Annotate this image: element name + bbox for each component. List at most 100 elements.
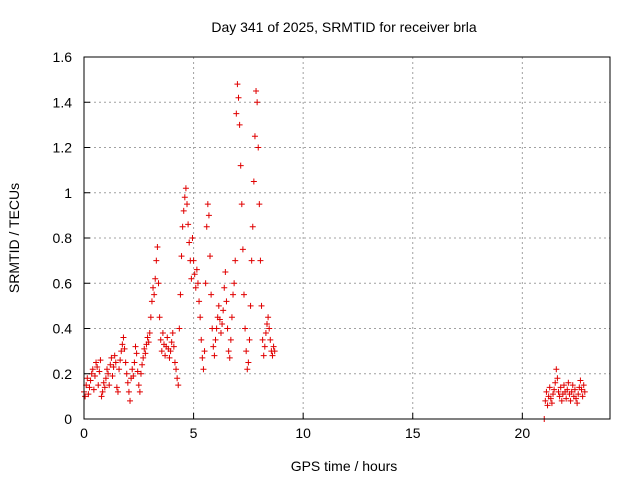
data-point xyxy=(228,314,235,321)
data-point xyxy=(230,291,237,298)
data-point xyxy=(213,325,220,332)
data-point xyxy=(142,350,149,357)
data-point xyxy=(148,298,155,305)
data-point xyxy=(251,133,258,140)
data-point xyxy=(567,397,574,404)
data-point xyxy=(151,291,158,298)
data-point xyxy=(184,201,191,208)
data-point xyxy=(111,352,118,359)
data-point xyxy=(154,244,161,251)
data-point xyxy=(198,336,205,343)
data-point xyxy=(130,373,137,380)
data-point xyxy=(192,284,199,291)
data-point xyxy=(137,370,144,377)
data-point xyxy=(99,388,106,395)
data-point xyxy=(123,370,130,377)
data-point xyxy=(222,268,229,275)
data-point xyxy=(199,354,206,361)
data-point xyxy=(216,316,223,323)
data-point xyxy=(260,352,267,359)
data-point xyxy=(581,388,588,395)
data-point xyxy=(553,366,560,373)
data-point xyxy=(131,359,138,366)
data-point xyxy=(234,81,241,88)
data-point xyxy=(191,271,198,278)
data-point xyxy=(156,314,163,321)
data-point xyxy=(542,397,549,404)
data-point xyxy=(97,357,104,364)
data-point xyxy=(121,345,128,352)
data-point xyxy=(200,366,207,373)
data-point xyxy=(239,246,246,253)
data-point xyxy=(190,257,197,264)
data-point xyxy=(134,368,141,375)
data-point xyxy=(91,373,98,380)
data-point xyxy=(557,384,564,391)
data-point xyxy=(224,325,231,332)
data-point xyxy=(94,363,101,370)
y-axis-label: SRMTID / TECUs xyxy=(6,183,22,293)
data-point xyxy=(238,201,245,208)
data-point xyxy=(193,266,200,273)
x-tick-label: 10 xyxy=(295,425,311,441)
y-tick-label: 0.8 xyxy=(53,230,73,246)
y-tick-label: 0 xyxy=(64,411,72,427)
data-point xyxy=(245,359,252,366)
y-tick-label: 1.2 xyxy=(53,140,73,156)
data-point xyxy=(554,375,561,382)
data-point xyxy=(157,336,164,343)
data-point xyxy=(547,395,554,402)
data-point xyxy=(569,382,576,389)
data-point xyxy=(133,350,140,357)
data-point xyxy=(150,284,157,291)
data-point xyxy=(189,235,196,241)
x-tick-label: 0 xyxy=(80,425,88,441)
data-point xyxy=(235,94,242,101)
data-point xyxy=(112,359,119,366)
data-point xyxy=(90,386,97,393)
x-tick-label: 5 xyxy=(190,425,198,441)
data-point xyxy=(129,366,136,373)
data-point xyxy=(204,201,211,208)
data-point xyxy=(180,207,187,214)
data-point xyxy=(170,343,177,350)
data-point xyxy=(259,336,266,343)
data-point xyxy=(178,253,185,260)
data-point xyxy=(87,377,94,384)
data-point xyxy=(226,354,233,361)
data-point xyxy=(221,284,228,291)
data-point xyxy=(568,388,575,395)
data-point xyxy=(185,221,192,228)
data-point xyxy=(174,375,181,382)
data-point xyxy=(556,393,563,400)
data-point xyxy=(219,320,226,327)
data-point xyxy=(240,291,247,298)
data-point xyxy=(243,348,250,355)
data-point xyxy=(119,341,126,348)
data-point xyxy=(108,354,115,361)
data-point xyxy=(558,397,565,404)
data-point xyxy=(211,352,218,359)
data-point xyxy=(194,280,201,287)
data-point xyxy=(159,330,166,337)
data-point xyxy=(85,391,92,398)
data-point xyxy=(266,325,273,332)
data-point xyxy=(578,386,585,393)
data-point xyxy=(565,379,572,386)
data-point xyxy=(580,382,587,389)
data-point xyxy=(551,386,558,393)
x-tick-label: 15 xyxy=(405,425,421,441)
data-point xyxy=(575,391,582,398)
data-point xyxy=(546,384,553,391)
data-point xyxy=(84,375,91,382)
data-point xyxy=(233,110,240,117)
data-point xyxy=(98,393,105,400)
data-point xyxy=(203,223,210,230)
data-point xyxy=(110,363,117,370)
data-point xyxy=(125,388,132,395)
data-point xyxy=(254,99,261,106)
data-point xyxy=(265,314,272,321)
data-point xyxy=(253,87,260,94)
data-point xyxy=(232,257,239,264)
